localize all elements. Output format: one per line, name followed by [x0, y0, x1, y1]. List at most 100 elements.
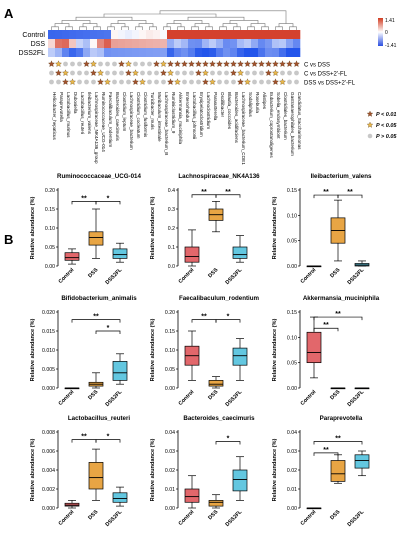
- y-axis-label: Relative abundance (%): [272, 318, 278, 381]
- heatmap-cell: [97, 39, 105, 48]
- heatmap-cell: [195, 48, 203, 57]
- heatmap-row-labels: Control DSS DSS2FL: [19, 32, 46, 57]
- heatmap-cell: [174, 30, 182, 39]
- significance-star: [286, 60, 293, 67]
- dendrogram-branch: [121, 26, 129, 30]
- heatmap-cell: [69, 30, 77, 39]
- significance-star: [97, 69, 104, 76]
- box: [354, 454, 370, 469]
- heatmap-cell: [272, 30, 280, 39]
- taxon-label: Alistipes: [262, 92, 267, 110]
- significance-star: [153, 60, 160, 67]
- y-tick-label: 0.3: [168, 207, 175, 213]
- dendrogram-branch: [110, 23, 126, 27]
- x-tick-label: Control: [58, 509, 76, 527]
- significance-mark: **: [93, 314, 99, 321]
- panel-a-letter: A: [4, 6, 14, 21]
- significance-star: [293, 60, 300, 67]
- significance-bracket: [313, 316, 363, 321]
- significance-dot: [182, 70, 187, 76]
- significance-dot: [182, 79, 187, 85]
- significance-star: [230, 60, 237, 67]
- significance-dot: [63, 61, 68, 67]
- heatmap-cell: [251, 30, 259, 39]
- heatmap-cell: [244, 30, 252, 39]
- dendrogram-branch: [289, 26, 297, 30]
- heatmap-cell: [104, 30, 112, 39]
- heatmap-cell: [76, 48, 84, 57]
- heatmap-cell: [160, 48, 168, 57]
- heatmap-cell: [258, 30, 266, 39]
- significance-dot: [49, 70, 54, 76]
- heatmap-cell: [111, 30, 119, 39]
- boxplot-bacteroides-caecimuris: Bacteroides_caecimuris 0.04 0.03 0.02 0.01 0.…: [150, 415, 255, 528]
- y-tick-label: 0.2: [168, 226, 175, 232]
- x-tick-label: Control: [178, 267, 196, 285]
- heatmap-cell: [272, 48, 280, 57]
- significance-dot: [112, 70, 117, 76]
- significance-star: [83, 60, 90, 67]
- heatmap-cell: [195, 30, 203, 39]
- significance-legend: P < 0.01 P < 0.05 P > 0.05: [366, 110, 397, 140]
- significance-dot: [56, 79, 61, 85]
- significance-dot: [112, 79, 117, 85]
- heatmap-cell: [202, 48, 210, 57]
- dendrogram-branch: [65, 26, 73, 30]
- y-tick-label: 0.15: [165, 329, 175, 335]
- dendrogram-branch: [117, 20, 147, 24]
- boxplot-ileibacterium-valens: Ileibacterium_valens 0.15 0.10 0.05 0.00 Rela…: [272, 173, 372, 286]
- heatmap: [48, 30, 301, 57]
- dendrogram-branch: [51, 26, 59, 30]
- taxon-label: Eubacterium_coprostanoligenes: [269, 92, 274, 158]
- significance-mark: **: [347, 189, 353, 196]
- significance-dot: [189, 70, 194, 76]
- heatmap-cell: [293, 48, 301, 57]
- taxon-label: Clostridium_cocleatum: [136, 92, 141, 139]
- significance-dot: [294, 70, 299, 76]
- box: [306, 331, 322, 364]
- y-tick-label: 0.01: [287, 487, 297, 493]
- boxplot-title: Lachnospiraceae_NK4A136: [178, 173, 260, 180]
- dendrogram-branch: [54, 23, 70, 27]
- taxon-label: Helicobacter_hepaticus: [52, 92, 57, 140]
- significance-star: [125, 69, 132, 76]
- y-tick-label: 0.20: [165, 310, 175, 316]
- significance-dot: [280, 70, 285, 76]
- x-tick-label: DSS2FL: [225, 389, 244, 408]
- boxplot-lactobacillus-reuteri: Lactobacillus_reuteri 0.008 0.006 0.004 0.00…: [30, 415, 130, 528]
- taxon-label: Lactobacillus_johnsonii: [192, 92, 197, 139]
- significance-star: [167, 78, 174, 85]
- taxon-label: Ruminococcaceae_UCG-014: [101, 92, 106, 152]
- heatmap-cell: [139, 48, 147, 57]
- y-tick-label: 0.15: [287, 310, 297, 316]
- x-tick-label: Control: [58, 389, 76, 407]
- heatmap-cell: [188, 39, 196, 48]
- x-tick-label: DSS: [87, 267, 99, 279]
- significance-dot: [252, 79, 257, 85]
- heatmap-cell: [55, 30, 63, 39]
- dendrogram-branch: [278, 23, 294, 27]
- taxon-label: Ileibacterium_valens: [87, 92, 92, 135]
- heatmap-cell: [132, 30, 140, 39]
- significance-bracket: [95, 330, 121, 334]
- heatmap-cell: [188, 48, 196, 57]
- colorbar-mid-label: 0: [385, 30, 388, 36]
- heatmap-cell: [48, 30, 56, 39]
- boxplot-title: Ileibacterium_valens: [311, 173, 372, 180]
- box: [208, 500, 224, 507]
- dendrogram-branch: [247, 26, 255, 30]
- heatmap-cell: [265, 39, 273, 48]
- dendrogram-branch: [163, 26, 171, 30]
- heatmap-cell: [237, 48, 245, 57]
- significance-star: [202, 69, 209, 76]
- boxplot-title: Akkermansia_muciniphila: [303, 295, 380, 302]
- box: [232, 246, 248, 259]
- y-axis-label: Relative abundance (%): [30, 196, 36, 259]
- taxon-label: Enterorhabdus: [185, 92, 190, 123]
- dendrogram-branch: [250, 23, 266, 27]
- dendrogram-branch: [173, 20, 203, 24]
- significance-star: [167, 60, 174, 67]
- significance-mark: *: [227, 436, 230, 443]
- heatmap-cell: [132, 39, 140, 48]
